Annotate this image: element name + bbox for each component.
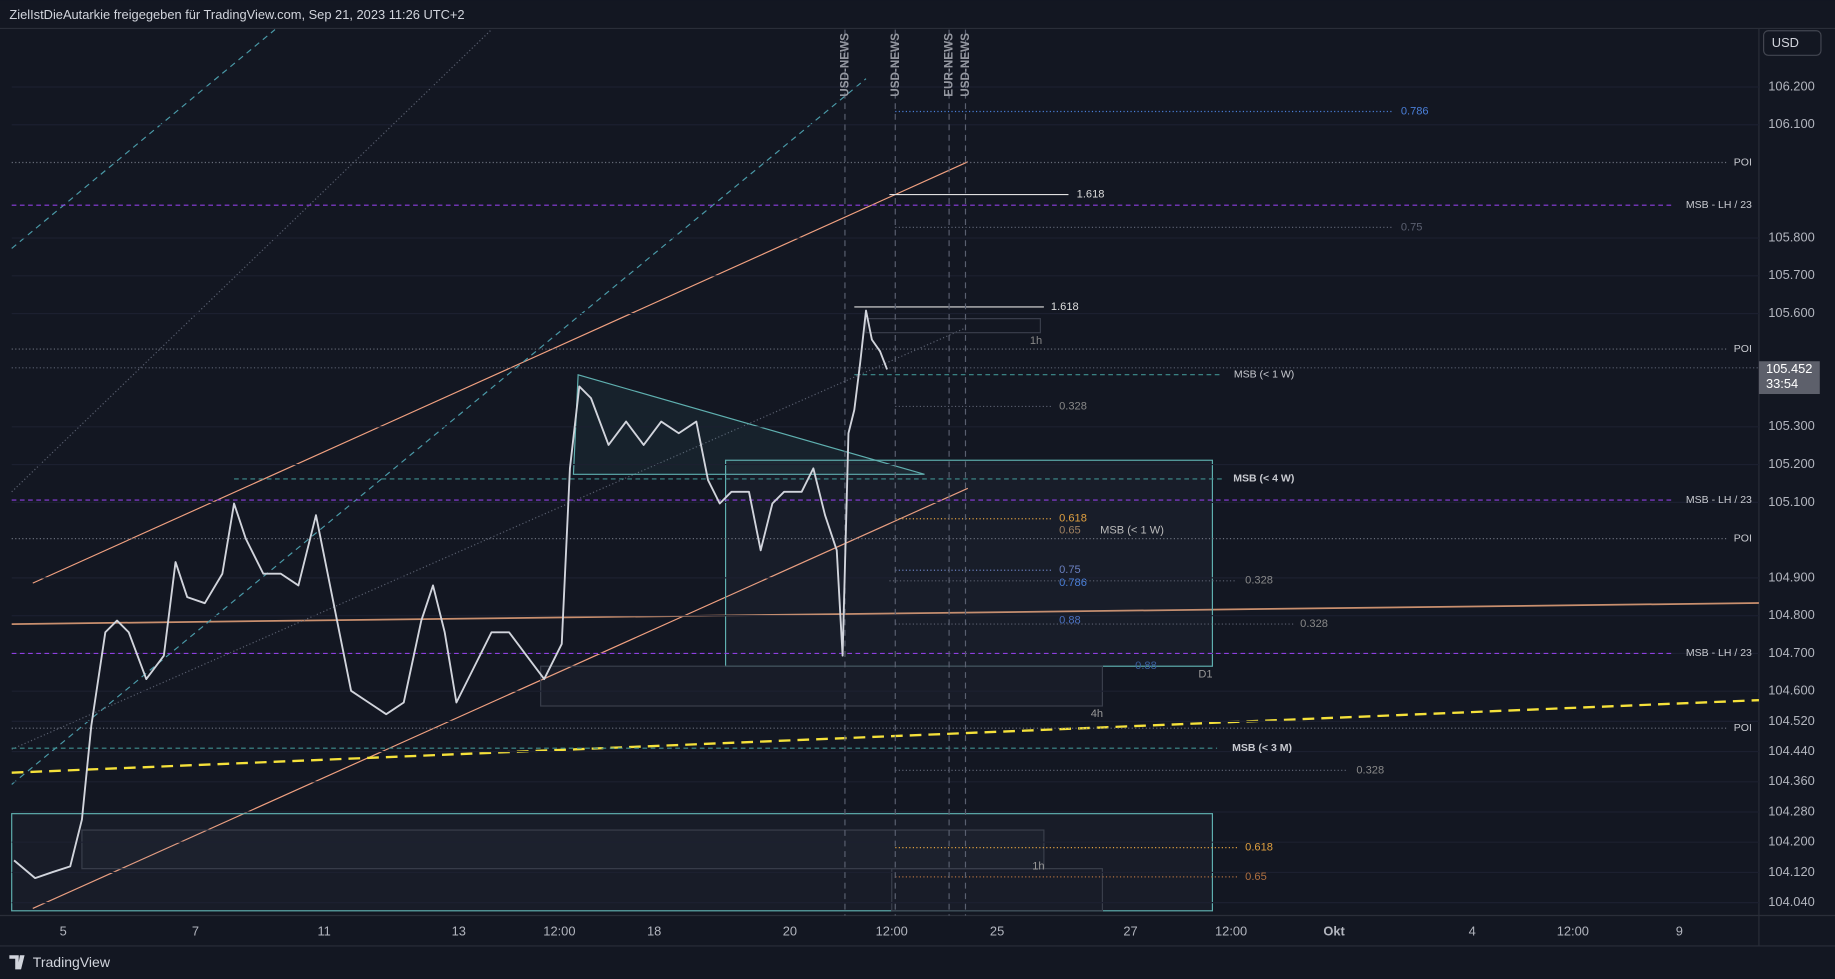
y-tick-label: 106.200 [1768, 78, 1814, 93]
annotation: 1h [1032, 860, 1044, 872]
y-tick-label: 104.700 [1768, 645, 1814, 660]
y-tick-label: 104.520 [1768, 713, 1814, 728]
annotation: 1h [1030, 335, 1042, 347]
level-label: POI [1734, 532, 1752, 544]
zone-box [865, 318, 1041, 334]
y-tick-label: 104.800 [1768, 607, 1814, 622]
y-tick-label: 104.360 [1768, 773, 1814, 788]
annotation: 0.65 [1059, 524, 1081, 536]
x-tick-label: 27 [1123, 923, 1137, 938]
currency-button[interactable] [1763, 30, 1822, 56]
price-tag-label: 105.452 [1766, 361, 1812, 376]
x-tick-label: Okt [1323, 923, 1345, 938]
y-tick-label: 104.280 [1768, 803, 1814, 818]
y-tick-label: 106.100 [1768, 116, 1814, 131]
x-tick-label: 5 [60, 923, 67, 938]
annotation: 0.328 [1300, 618, 1328, 630]
zone-box [724, 459, 1213, 667]
header-title: ZielIstDieAutarkie freigegeben für Tradi… [9, 7, 464, 22]
annotation: 0.328 [1245, 575, 1273, 587]
level-label: MSB - LH / 23 [1686, 647, 1752, 659]
channel-line [32, 161, 969, 584]
y-tick-label: 105.600 [1768, 305, 1814, 320]
annotation: 0.65 [1245, 871, 1267, 883]
y-tick-label: 105.200 [1768, 456, 1814, 471]
level-label: MSB - LH / 23 [1686, 494, 1752, 506]
annotation: 0.88 [1135, 660, 1157, 672]
zone-box [540, 665, 1103, 707]
x-tick-label: 12:00 [543, 923, 575, 938]
x-tick-label: 4 [1469, 923, 1476, 938]
currency[interactable]: USD [1772, 35, 1799, 50]
price-tag-countdown: 33:54 [1766, 376, 1798, 391]
news-label: EUR-NEWS [943, 33, 956, 97]
x-tick-label: 12:00 [876, 923, 908, 938]
y-tick-label: 104.040 [1768, 894, 1814, 909]
annotation: 0.328 [1059, 400, 1087, 412]
dotted-line [11, 29, 492, 493]
annotation: 0.618 [1245, 842, 1273, 854]
price-path [13, 309, 888, 880]
annotation: 1.618 [1051, 301, 1079, 313]
dashed-line [11, 29, 276, 249]
y-tick-label: 104.200 [1768, 834, 1814, 849]
annotation: 0.75 [1059, 564, 1081, 576]
annotation: 0.786 [1401, 105, 1429, 117]
y-tick-label: 105.100 [1768, 494, 1814, 509]
dashed-line [11, 78, 867, 785]
channel-line [32, 487, 969, 909]
trend-line [11, 698, 1759, 774]
level-label: POI [1734, 156, 1752, 168]
level-label: MSB - LH / 23 [1686, 199, 1752, 211]
level-label: MSB (< 4 W) [1233, 473, 1294, 485]
level-label: POI [1734, 722, 1752, 734]
trend-line [11, 602, 1759, 625]
annotation: 0.75 [1401, 221, 1423, 233]
y-tick-label: 105.300 [1768, 418, 1814, 433]
drawings [11, 29, 1759, 912]
news-label: USD-NEWS [838, 33, 851, 97]
footer: TradingView [9, 954, 111, 970]
annotation: 0.618 [1059, 513, 1087, 525]
annotation: 0.88 [1059, 615, 1081, 627]
annotation: 0.786 [1059, 577, 1087, 589]
price-tag [1758, 361, 1820, 395]
y-tick-label: 104.900 [1768, 569, 1814, 584]
x-tick-label: 12:00 [1215, 923, 1247, 938]
y-tick-label: 104.440 [1768, 743, 1814, 758]
x-tick-label: 11 [317, 923, 330, 938]
annotation: MSB (< 1 W) [1100, 524, 1164, 536]
level-label: MSB (< 3 M) [1232, 742, 1292, 754]
logo [9, 955, 25, 970]
news-label: USD-NEWS [959, 33, 972, 97]
news-label: USD-NEWS [889, 33, 902, 97]
brand: TradingView [33, 954, 111, 970]
annotation: 4h [1091, 708, 1103, 720]
y-tick-label: 104.120 [1768, 864, 1814, 879]
zone-box [891, 868, 1103, 912]
y-tick-label: 104.600 [1768, 683, 1814, 698]
level-label: POI [1734, 343, 1752, 355]
y-tick-label: 105.800 [1768, 229, 1814, 244]
x-tick-label: 7 [192, 923, 199, 938]
annotation: 0.328 [1356, 764, 1384, 776]
x-tick-label: 13 [452, 923, 466, 938]
zone-box [81, 829, 1045, 870]
x-tick-label: 9 [1676, 923, 1683, 938]
annotation: D1 [1198, 668, 1212, 680]
x-tick-label: 25 [990, 923, 1004, 938]
annotation: 1.618 [1077, 189, 1105, 201]
x-tick-label: 20 [783, 923, 797, 938]
level-label: MSB (< 1 W) [1234, 369, 1294, 381]
y-tick-label: 105.700 [1768, 267, 1814, 282]
x-tick-label: 12:00 [1557, 923, 1589, 938]
x-tick-label: 18 [647, 923, 661, 938]
